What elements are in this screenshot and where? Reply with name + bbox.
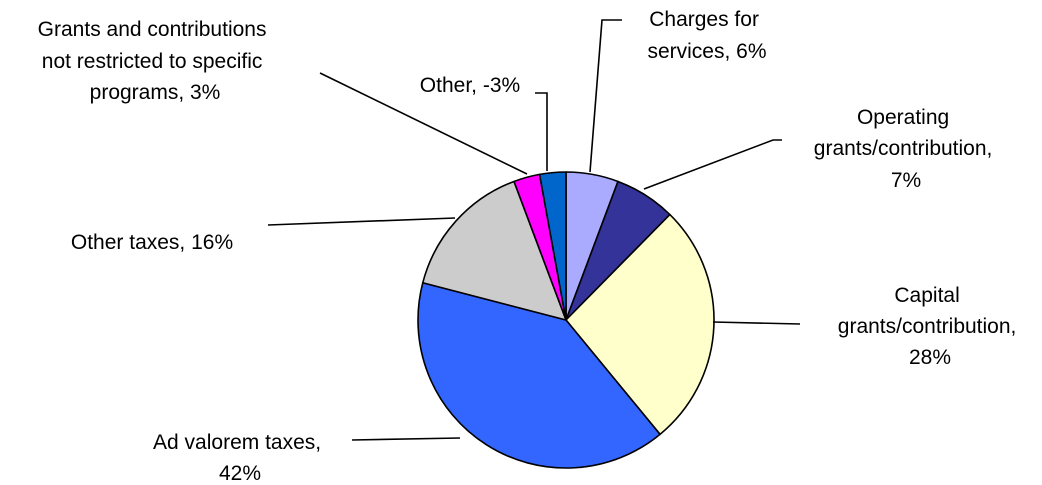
label-other-taxes: Other taxes, 16% — [71, 231, 233, 254]
pie-slice-2 — [565, 213, 715, 436]
pie-slice-4 — [421, 180, 567, 321]
pie-slices — [417, 171, 715, 469]
label-charges: Charges for services, 6% — [647, 8, 766, 63]
pie-slice-3 — [417, 281, 661, 469]
label-operating: Operating grants/contribution, 7% — [814, 106, 998, 192]
leader-lines — [267, 19, 801, 441]
leader-grants — [319, 72, 528, 175]
label-other: Other, -3% — [420, 74, 520, 97]
leader-other-taxes — [267, 217, 456, 226]
slice-labels: Charges for services, 6% Operating grant… — [38, 8, 1022, 485]
label-capital: Capital grants/contribution, 28% — [838, 284, 1022, 369]
leader-capital — [712, 321, 801, 325]
leader-ad-valorem — [351, 437, 461, 441]
label-ad-valorem: Ad valorem taxes, 42% — [153, 431, 327, 485]
leader-operating — [643, 139, 782, 190]
leader-other — [535, 92, 548, 171]
label-grants: Grants and contributions not restricted … — [38, 18, 273, 104]
pie-slice-6 — [538, 171, 567, 321]
leader-charges — [589, 19, 622, 173]
